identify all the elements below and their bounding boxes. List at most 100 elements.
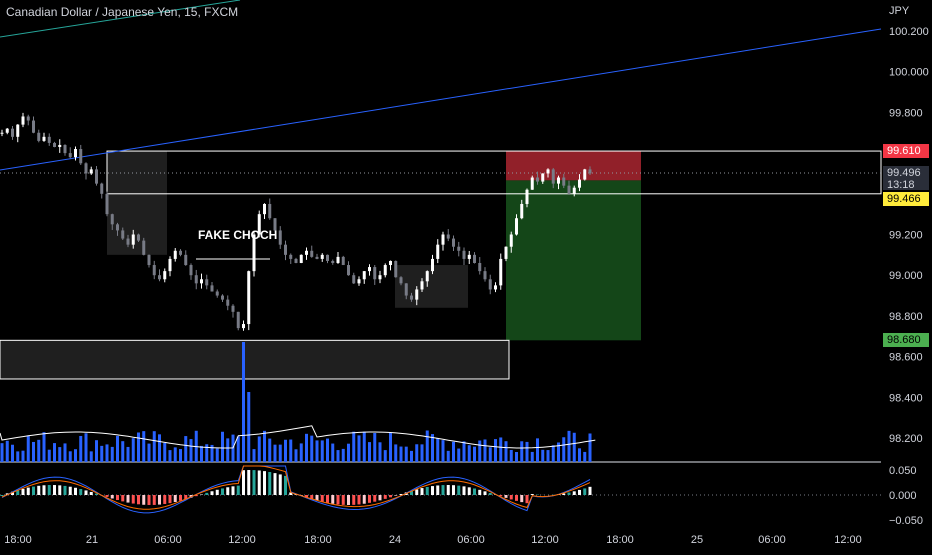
volume-bar: [43, 432, 46, 462]
candle-body: [279, 230, 282, 244]
macd-axis-tick: 0.050: [889, 465, 917, 477]
macd-histogram-bar: [279, 474, 282, 495]
time-axis-tick: 12:00: [228, 534, 256, 546]
volume-bar: [22, 451, 25, 462]
macd-histogram-bar: [43, 485, 46, 495]
macd-axis-tick: −0.050: [889, 515, 923, 527]
macd-histogram-bar: [64, 486, 67, 495]
candle-body: [232, 306, 235, 312]
volume-bar: [363, 432, 366, 462]
candle-body: [368, 267, 371, 271]
candle-body: [457, 247, 460, 251]
volume-bar: [526, 442, 529, 462]
macd-histogram-bar: [358, 495, 361, 504]
macd-histogram-bar: [337, 495, 340, 504]
candle-body: [489, 279, 492, 289]
candle-body: [410, 296, 413, 300]
volume-bar: [452, 442, 455, 462]
candles-layer: [1, 113, 592, 331]
volume-bar: [484, 439, 487, 462]
candle-body: [300, 255, 303, 263]
candle-body: [547, 169, 550, 173]
volume-bar: [415, 444, 418, 462]
candle-body: [221, 296, 224, 300]
candle-body: [263, 204, 266, 214]
macd-histogram-bar: [106, 495, 109, 497]
volume-bar: [321, 440, 324, 462]
trendline-up: [0, 29, 881, 170]
candle-body: [352, 275, 355, 283]
candle-body: [1, 133, 4, 134]
volume-bar: [27, 436, 30, 462]
macd-histogram-bar: [148, 495, 151, 505]
volume-bar: [421, 444, 424, 462]
volume-bar: [305, 434, 308, 462]
time-axis-tick: 24: [389, 534, 401, 546]
candle-body: [32, 121, 35, 133]
price-axis-tick: 100.200: [889, 26, 929, 38]
volume-bar: [562, 437, 565, 462]
macd-histogram-bar: [421, 488, 424, 495]
candle-body: [499, 259, 502, 285]
volume-bar: [163, 443, 166, 462]
volume-bar: [541, 450, 544, 462]
volume-bar: [520, 441, 523, 462]
macd-histogram-bar: [158, 495, 161, 505]
macd-histogram-bar: [447, 485, 450, 495]
demand-zone-box: [0, 340, 509, 379]
volume-bar: [100, 446, 103, 462]
macd-histogram-bar: [468, 487, 471, 495]
currency-label: JPY: [889, 5, 909, 17]
macd-histogram-bar: [232, 486, 235, 495]
candle-body: [541, 173, 544, 181]
macd-histogram-bar: [132, 495, 135, 504]
macd-histogram-bar: [237, 486, 240, 495]
candle-body: [190, 265, 193, 275]
take-profit-zone: [506, 180, 641, 340]
macd-histogram-bar: [510, 495, 513, 499]
macd-histogram-bar: [258, 470, 261, 495]
time-axis-tick: 18:00: [4, 534, 32, 546]
macd-histogram-bar: [274, 473, 277, 495]
candle-body: [27, 116, 30, 120]
volume-bar: [258, 436, 261, 462]
candle-body: [132, 235, 135, 245]
macd-histogram-bar: [169, 495, 172, 503]
candle-body: [106, 194, 109, 214]
candle-body: [142, 241, 145, 255]
annotation-fake-choch: FAKE CHOCH: [198, 228, 277, 242]
volume-bar: [442, 440, 445, 462]
macd-layer: [0, 466, 881, 513]
volume-bar: [436, 438, 439, 462]
candle-body: [347, 265, 350, 275]
volume-bar: [279, 445, 282, 462]
volume-bar: [347, 444, 350, 462]
volume-bar: [79, 436, 82, 462]
macd-histogram-bar: [1, 495, 4, 496]
macd-histogram-bar: [426, 487, 429, 495]
volume-bar: [300, 443, 303, 462]
candle-body: [247, 271, 250, 324]
candle-body: [174, 251, 177, 259]
candle-body: [116, 224, 119, 230]
macd-histogram-bar: [531, 494, 534, 495]
time-axis-tick: 25: [691, 534, 703, 546]
volume-bar: [169, 450, 172, 462]
candle-body: [100, 184, 103, 194]
macd-histogram-bar: [578, 490, 581, 495]
candle-body: [95, 169, 98, 183]
volume-bar: [316, 440, 319, 462]
macd-histogram-bar: [153, 495, 156, 505]
macd-histogram-bar: [352, 495, 355, 505]
stop-price-tag: 99.610: [883, 144, 929, 158]
macd-histogram-bar: [384, 495, 387, 499]
last-price-tag: 99.496 13:18: [883, 166, 929, 190]
last-price-countdown: 13:18: [887, 179, 929, 191]
target-price-tag: 98.680: [883, 333, 929, 347]
macd-histogram-bar: [27, 488, 30, 495]
candle-body: [184, 255, 187, 265]
macd-histogram-bar: [127, 495, 130, 503]
price-axis-tick: 99.000: [889, 270, 923, 282]
